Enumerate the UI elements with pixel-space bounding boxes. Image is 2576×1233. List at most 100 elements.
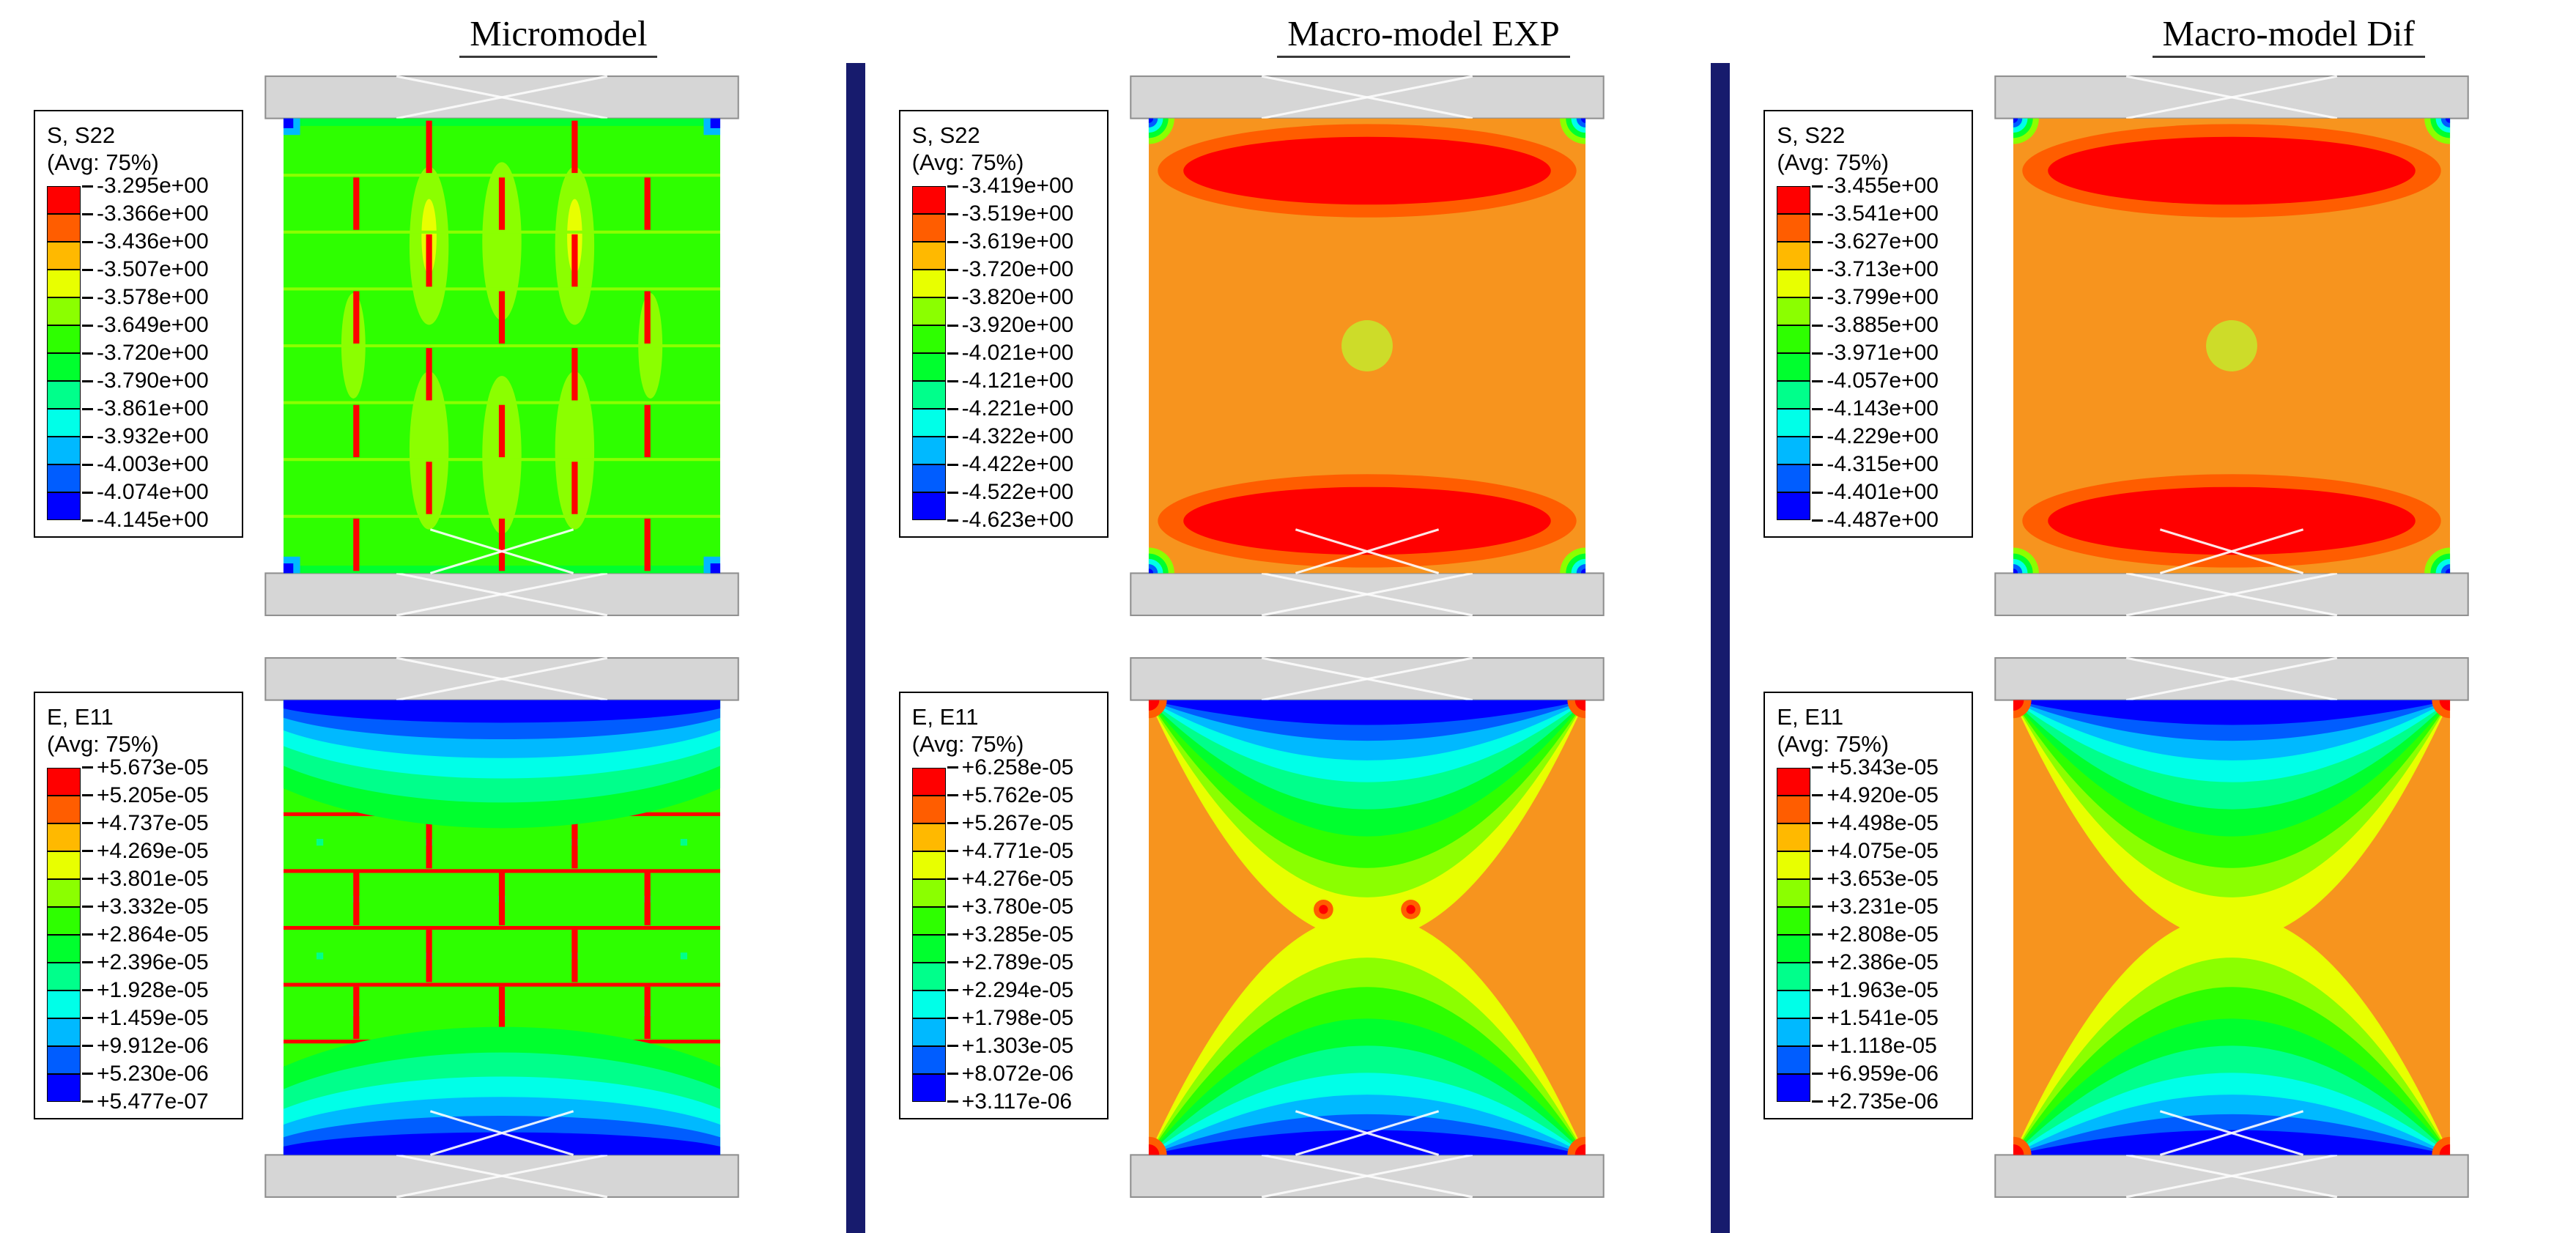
legend-value: -3.885e+00 (1812, 313, 1939, 337)
legend-value-text: +5.205e-05 (97, 782, 209, 807)
legend-color-swatch (911, 409, 946, 437)
column-title-micromodel: Micromodel (459, 12, 658, 58)
legend-value: +1.118e-05 (1812, 1034, 1937, 1058)
legend-color-swatch (1777, 437, 1811, 464)
legend-value-text: -4.623e+00 (961, 508, 1074, 532)
legend-color-swatch (1777, 464, 1811, 492)
legend-value-text: -3.295e+00 (97, 174, 209, 198)
legend-value: +1.541e-05 (1812, 1006, 1939, 1030)
legend-color-swatch (911, 767, 946, 796)
legend-value-text: +2.864e-05 (97, 922, 209, 947)
legend-value-text: -3.507e+00 (97, 257, 209, 281)
loading-plate (1994, 571, 2470, 617)
legend-color-swatch (47, 823, 81, 851)
legend-value: -4.074e+00 (82, 480, 209, 504)
legend-value-text: +1.798e-05 (961, 1005, 1074, 1030)
legend-color-swatch (47, 1073, 81, 1102)
legend-tick (82, 519, 93, 522)
legend-tick (947, 296, 958, 299)
legend-tick (1812, 379, 1824, 382)
legend-tick (1812, 906, 1824, 908)
legend-value: +2.294e-05 (947, 977, 1074, 1002)
legend-value: -4.401e+00 (1812, 480, 1939, 504)
legend-value: +3.285e-05 (947, 922, 1073, 947)
legend-value-text: +6.258e-05 (961, 755, 1074, 780)
legend-tick (947, 324, 958, 327)
legend-label-column: -3.455e+00 -3.541e+00 -3.627e+00 -3.713e+00… (1812, 174, 1958, 532)
column-macro-dif: Macro-model Dif S, S22 (Avg: 75%) -3.455… (1730, 0, 2576, 1233)
legend-tick (1812, 961, 1824, 963)
legend-value: -3.366e+00 (82, 201, 209, 226)
contour-plot-svg (264, 75, 739, 617)
legend-color-swatch (47, 1018, 81, 1046)
legend-value: +2.396e-05 (82, 950, 209, 974)
legend-value-text: +2.294e-05 (961, 977, 1074, 1002)
legend-value-text: -4.057e+00 (1826, 369, 1939, 393)
legend-color-swatch (47, 409, 81, 437)
contour-plot (1126, 656, 1608, 1199)
legend-value-text: -4.522e+00 (961, 480, 1074, 504)
legend-color-swatch (911, 464, 946, 492)
legend-value-text: +2.386e-05 (1826, 949, 1939, 974)
legend-value-text: +5.762e-05 (961, 782, 1074, 807)
legend-field-title: S, S22 (47, 122, 116, 148)
legend-value-text: -4.121e+00 (961, 369, 1074, 393)
legend-tick (82, 794, 93, 796)
legend-value-text: +4.737e-05 (97, 810, 209, 835)
legend-tick (82, 491, 93, 494)
legend-tick (82, 989, 93, 991)
legend-value: -3.541e+00 (1812, 201, 1939, 226)
legend-color-swatch (911, 242, 946, 270)
column-divider (845, 63, 865, 1233)
contour-plot (261, 656, 743, 1199)
loading-plate (1129, 571, 1605, 617)
legend-tick (947, 407, 958, 410)
legend-value: -4.121e+00 (947, 369, 1074, 393)
legend-tick (1812, 933, 1824, 936)
legend-tick (1812, 878, 1824, 880)
legend-color-swatch (47, 795, 81, 823)
column-title-wrap-macro-exp: Macro-model EXP (865, 0, 1711, 70)
legend-color-swatch (911, 353, 946, 381)
legend-color-swatch (47, 962, 81, 991)
legend-value-text: +3.117e-06 (961, 1089, 1073, 1114)
legend-color-swatch (1777, 990, 1811, 1018)
legend-value: +1.963e-05 (1812, 978, 1939, 1002)
legend-value-text: -3.720e+00 (97, 341, 209, 365)
legend-tick (947, 185, 958, 188)
loading-plate (1994, 656, 2470, 701)
legend-tick (947, 850, 958, 852)
reference-node-marker (2160, 1109, 2304, 1156)
specimen-field (1148, 118, 1585, 574)
legend-tick (82, 961, 93, 963)
legend-tick (1812, 324, 1824, 327)
column-title-wrap-macro-dif: Macro-model Dif (1730, 0, 2576, 70)
legend-value: -3.932e+00 (82, 424, 209, 448)
legend-tick (1812, 407, 1824, 410)
column-micromodel: Micromodel S, S22 (Avg: 75%) -3.295e+00 -… (0, 0, 846, 1233)
legend-avg-label: (Avg: 75%) (47, 730, 159, 757)
legend-tick (82, 766, 93, 769)
legend-color-swatch (47, 851, 81, 879)
legend-tick (1812, 1100, 1824, 1103)
legend-value: -3.578e+00 (82, 285, 209, 309)
legend-tick (947, 1045, 958, 1047)
legend-color-swatch (911, 906, 946, 935)
legend-tick (947, 1017, 958, 1019)
legend-label-column: -3.295e+00 -3.366e+00 -3.436e+00 -3.507e+00… (82, 174, 229, 532)
legend-tick (82, 379, 93, 382)
legend-value-text: -3.519e+00 (961, 201, 1074, 226)
contour-legend: S, S22 (Avg: 75%) -3.455e+00 -3.541e+00 -3… (1763, 110, 1974, 538)
legend-tick (1812, 296, 1824, 299)
legend-value: -3.519e+00 (947, 201, 1074, 226)
legend-tick (947, 352, 958, 355)
legend-value: +4.276e-05 (947, 867, 1073, 891)
legend-color-scale: -3.455e+00 -3.541e+00 -3.627e+00 -3.713e+00… (1777, 174, 1958, 532)
loading-plate (1129, 1153, 1605, 1198)
legend-tick (947, 961, 958, 963)
legend-tick (82, 185, 93, 188)
legend-color-scale: +5.673e-05 +5.205e-05 +4.737e-05 +4.269e-05… (47, 755, 229, 1114)
contour-plot-svg (1129, 75, 1605, 617)
legend-swatch-column (911, 767, 946, 1102)
legend-value-text: +4.075e-05 (1826, 838, 1939, 863)
